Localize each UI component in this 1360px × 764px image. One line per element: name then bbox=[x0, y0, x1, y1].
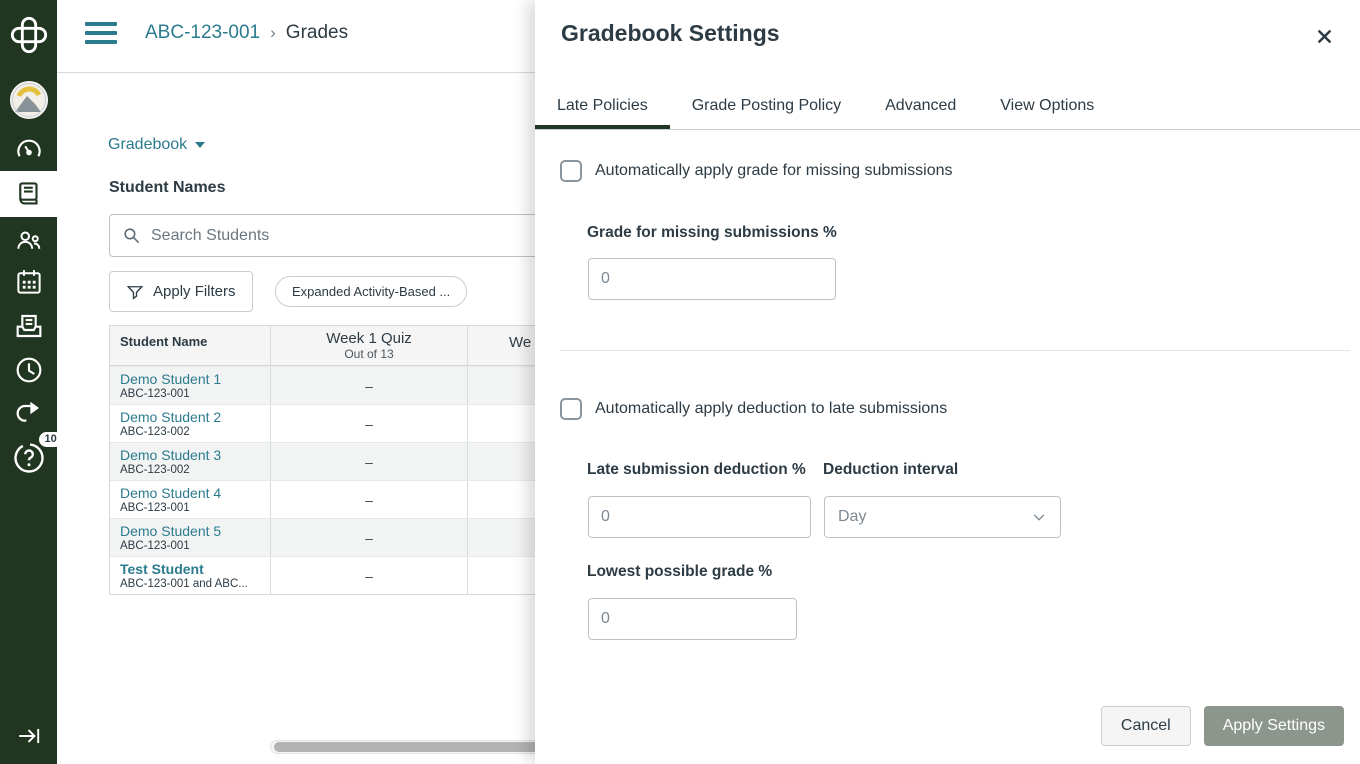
grade-cell[interactable]: – bbox=[365, 377, 373, 394]
student-names-heading: Student Names bbox=[109, 179, 226, 196]
student-link[interactable]: Demo Student 5 bbox=[120, 523, 222, 539]
assignment-points: Out of 13 bbox=[344, 347, 394, 361]
lowest-grade-label: Lowest possible grade % bbox=[587, 563, 773, 580]
question-icon bbox=[13, 443, 44, 473]
sidebar-item-dashboard[interactable] bbox=[0, 131, 57, 169]
auto-deduction-late-label: Automatically apply deduction to late su… bbox=[595, 400, 948, 417]
section-divider bbox=[560, 350, 1350, 351]
hamburger-menu-icon[interactable] bbox=[85, 22, 117, 47]
avatar bbox=[9, 81, 48, 119]
student-link[interactable]: Demo Student 4 bbox=[120, 485, 222, 501]
tray-footer: Cancel Apply Settings bbox=[1100, 706, 1344, 746]
apply-filters-label: Apply Filters bbox=[153, 283, 236, 300]
apply-filters-button[interactable]: Apply Filters bbox=[109, 271, 253, 312]
student-link[interactable]: Demo Student 2 bbox=[120, 409, 222, 425]
interval-selected-value: Day bbox=[838, 508, 867, 525]
sidebar-item-account[interactable] bbox=[0, 79, 57, 121]
expand-arrow-icon bbox=[18, 728, 39, 744]
grade-cell[interactable]: – bbox=[365, 415, 373, 432]
tray-title: Gradebook Settings bbox=[561, 20, 780, 46]
column-header-assignment[interactable]: Week 1 Quiz Out of 13 bbox=[271, 326, 468, 365]
search-icon bbox=[124, 228, 140, 244]
gradebook-menu-button[interactable]: Gradebook bbox=[108, 136, 206, 154]
gauge-icon bbox=[16, 139, 41, 157]
breadcrumb-course-link[interactable]: ABC-123-001 bbox=[145, 22, 261, 43]
inbox-icon bbox=[16, 314, 41, 338]
gradebook-menu-label: Gradebook bbox=[108, 136, 188, 153]
deduction-interval-select[interactable]: Day bbox=[824, 496, 1061, 538]
close-button[interactable] bbox=[1310, 22, 1338, 50]
auto-deduction-late-checkbox[interactable] bbox=[560, 398, 582, 420]
deduction-interval-label: Deduction interval bbox=[823, 461, 959, 478]
column-header-next-clipped: We bbox=[509, 334, 532, 351]
tab-grade-posting-policy[interactable]: Grade Posting Policy bbox=[691, 96, 842, 114]
chevron-down-icon bbox=[195, 141, 206, 148]
sidebar-item-calendar[interactable] bbox=[0, 263, 57, 301]
late-deduction-label: Late submission deduction % bbox=[587, 461, 806, 478]
settings-tabs: Late Policies Grade Posting Policy Advan… bbox=[535, 86, 1360, 130]
help-badge: 10 bbox=[38, 432, 63, 447]
breadcrumb-page: Grades bbox=[285, 22, 349, 43]
clock-icon bbox=[16, 357, 41, 383]
student-section: ABC-123-001 bbox=[120, 502, 190, 514]
school-logo[interactable] bbox=[0, 10, 57, 60]
people-icon bbox=[16, 231, 40, 249]
filter-funnel-icon bbox=[126, 285, 144, 300]
global-nav-sidebar: 10 bbox=[0, 0, 63, 764]
student-section: ABC-123-001 bbox=[120, 540, 190, 552]
breadcrumb-separator: › bbox=[270, 23, 276, 42]
sidebar-item-commons[interactable] bbox=[0, 395, 57, 433]
student-link[interactable]: Demo Student 3 bbox=[120, 447, 222, 463]
student-link[interactable]: Demo Student 1 bbox=[120, 371, 222, 387]
sidebar-item-groups[interactable] bbox=[0, 221, 57, 259]
grade-missing-label: Grade for missing submissions % bbox=[587, 224, 837, 241]
student-section: ABC-123-001 bbox=[120, 388, 190, 400]
calendar-icon bbox=[16, 270, 41, 294]
tab-late-policies[interactable]: Late Policies bbox=[535, 86, 670, 129]
lowest-grade-input[interactable] bbox=[588, 598, 797, 640]
student-section: ABC-123-002 bbox=[120, 464, 190, 476]
auto-grade-missing-label: Automatically apply grade for missing su… bbox=[595, 162, 953, 179]
apply-settings-button[interactable]: Apply Settings bbox=[1203, 706, 1344, 746]
auto-grade-missing-checkbox[interactable] bbox=[560, 160, 582, 182]
late-deduction-input[interactable] bbox=[588, 496, 811, 538]
search-students-input[interactable] bbox=[151, 226, 566, 245]
filter-pill[interactable]: Expanded Activity-Based ... bbox=[275, 276, 468, 307]
tab-view-options[interactable]: View Options bbox=[1000, 96, 1095, 114]
gradebook-settings-tray: Gradebook Settings Late Policies Grade P… bbox=[535, 0, 1360, 764]
cancel-button[interactable]: Cancel bbox=[1100, 706, 1191, 746]
sidebar-item-history[interactable] bbox=[0, 351, 57, 389]
sidebar-expand-button[interactable] bbox=[0, 718, 57, 754]
assignment-title: Week 1 Quiz bbox=[326, 330, 412, 347]
student-link[interactable]: Test Student bbox=[120, 561, 204, 577]
column-header-student-name[interactable]: Student Name bbox=[110, 326, 271, 365]
student-search bbox=[109, 214, 579, 257]
sidebar-item-help[interactable]: 10 bbox=[0, 432, 63, 479]
late-deduction-checkbox-row: Automatically apply deduction to late su… bbox=[560, 398, 947, 420]
breadcrumb: ABC-123-001 › Grades bbox=[145, 22, 348, 44]
sidebar-item-courses[interactable] bbox=[0, 171, 57, 217]
grade-missing-input[interactable] bbox=[588, 258, 836, 300]
close-icon bbox=[1317, 29, 1331, 43]
grade-cell[interactable]: – bbox=[365, 453, 373, 470]
share-arrow-icon bbox=[16, 401, 39, 422]
grade-cell[interactable]: – bbox=[365, 491, 373, 508]
student-section: ABC-123-001 and ABC... bbox=[120, 578, 248, 590]
book-icon bbox=[18, 182, 38, 205]
missing-submission-checkbox-row: Automatically apply grade for missing su… bbox=[560, 160, 952, 182]
sidebar-item-inbox[interactable] bbox=[0, 307, 57, 345]
chevron-down-icon bbox=[1033, 514, 1045, 521]
grade-cell[interactable]: – bbox=[365, 567, 373, 584]
tab-advanced[interactable]: Advanced bbox=[885, 96, 957, 114]
school-logo-icon bbox=[10, 16, 47, 54]
grade-cell[interactable]: – bbox=[365, 529, 373, 546]
student-section: ABC-123-002 bbox=[120, 426, 190, 438]
